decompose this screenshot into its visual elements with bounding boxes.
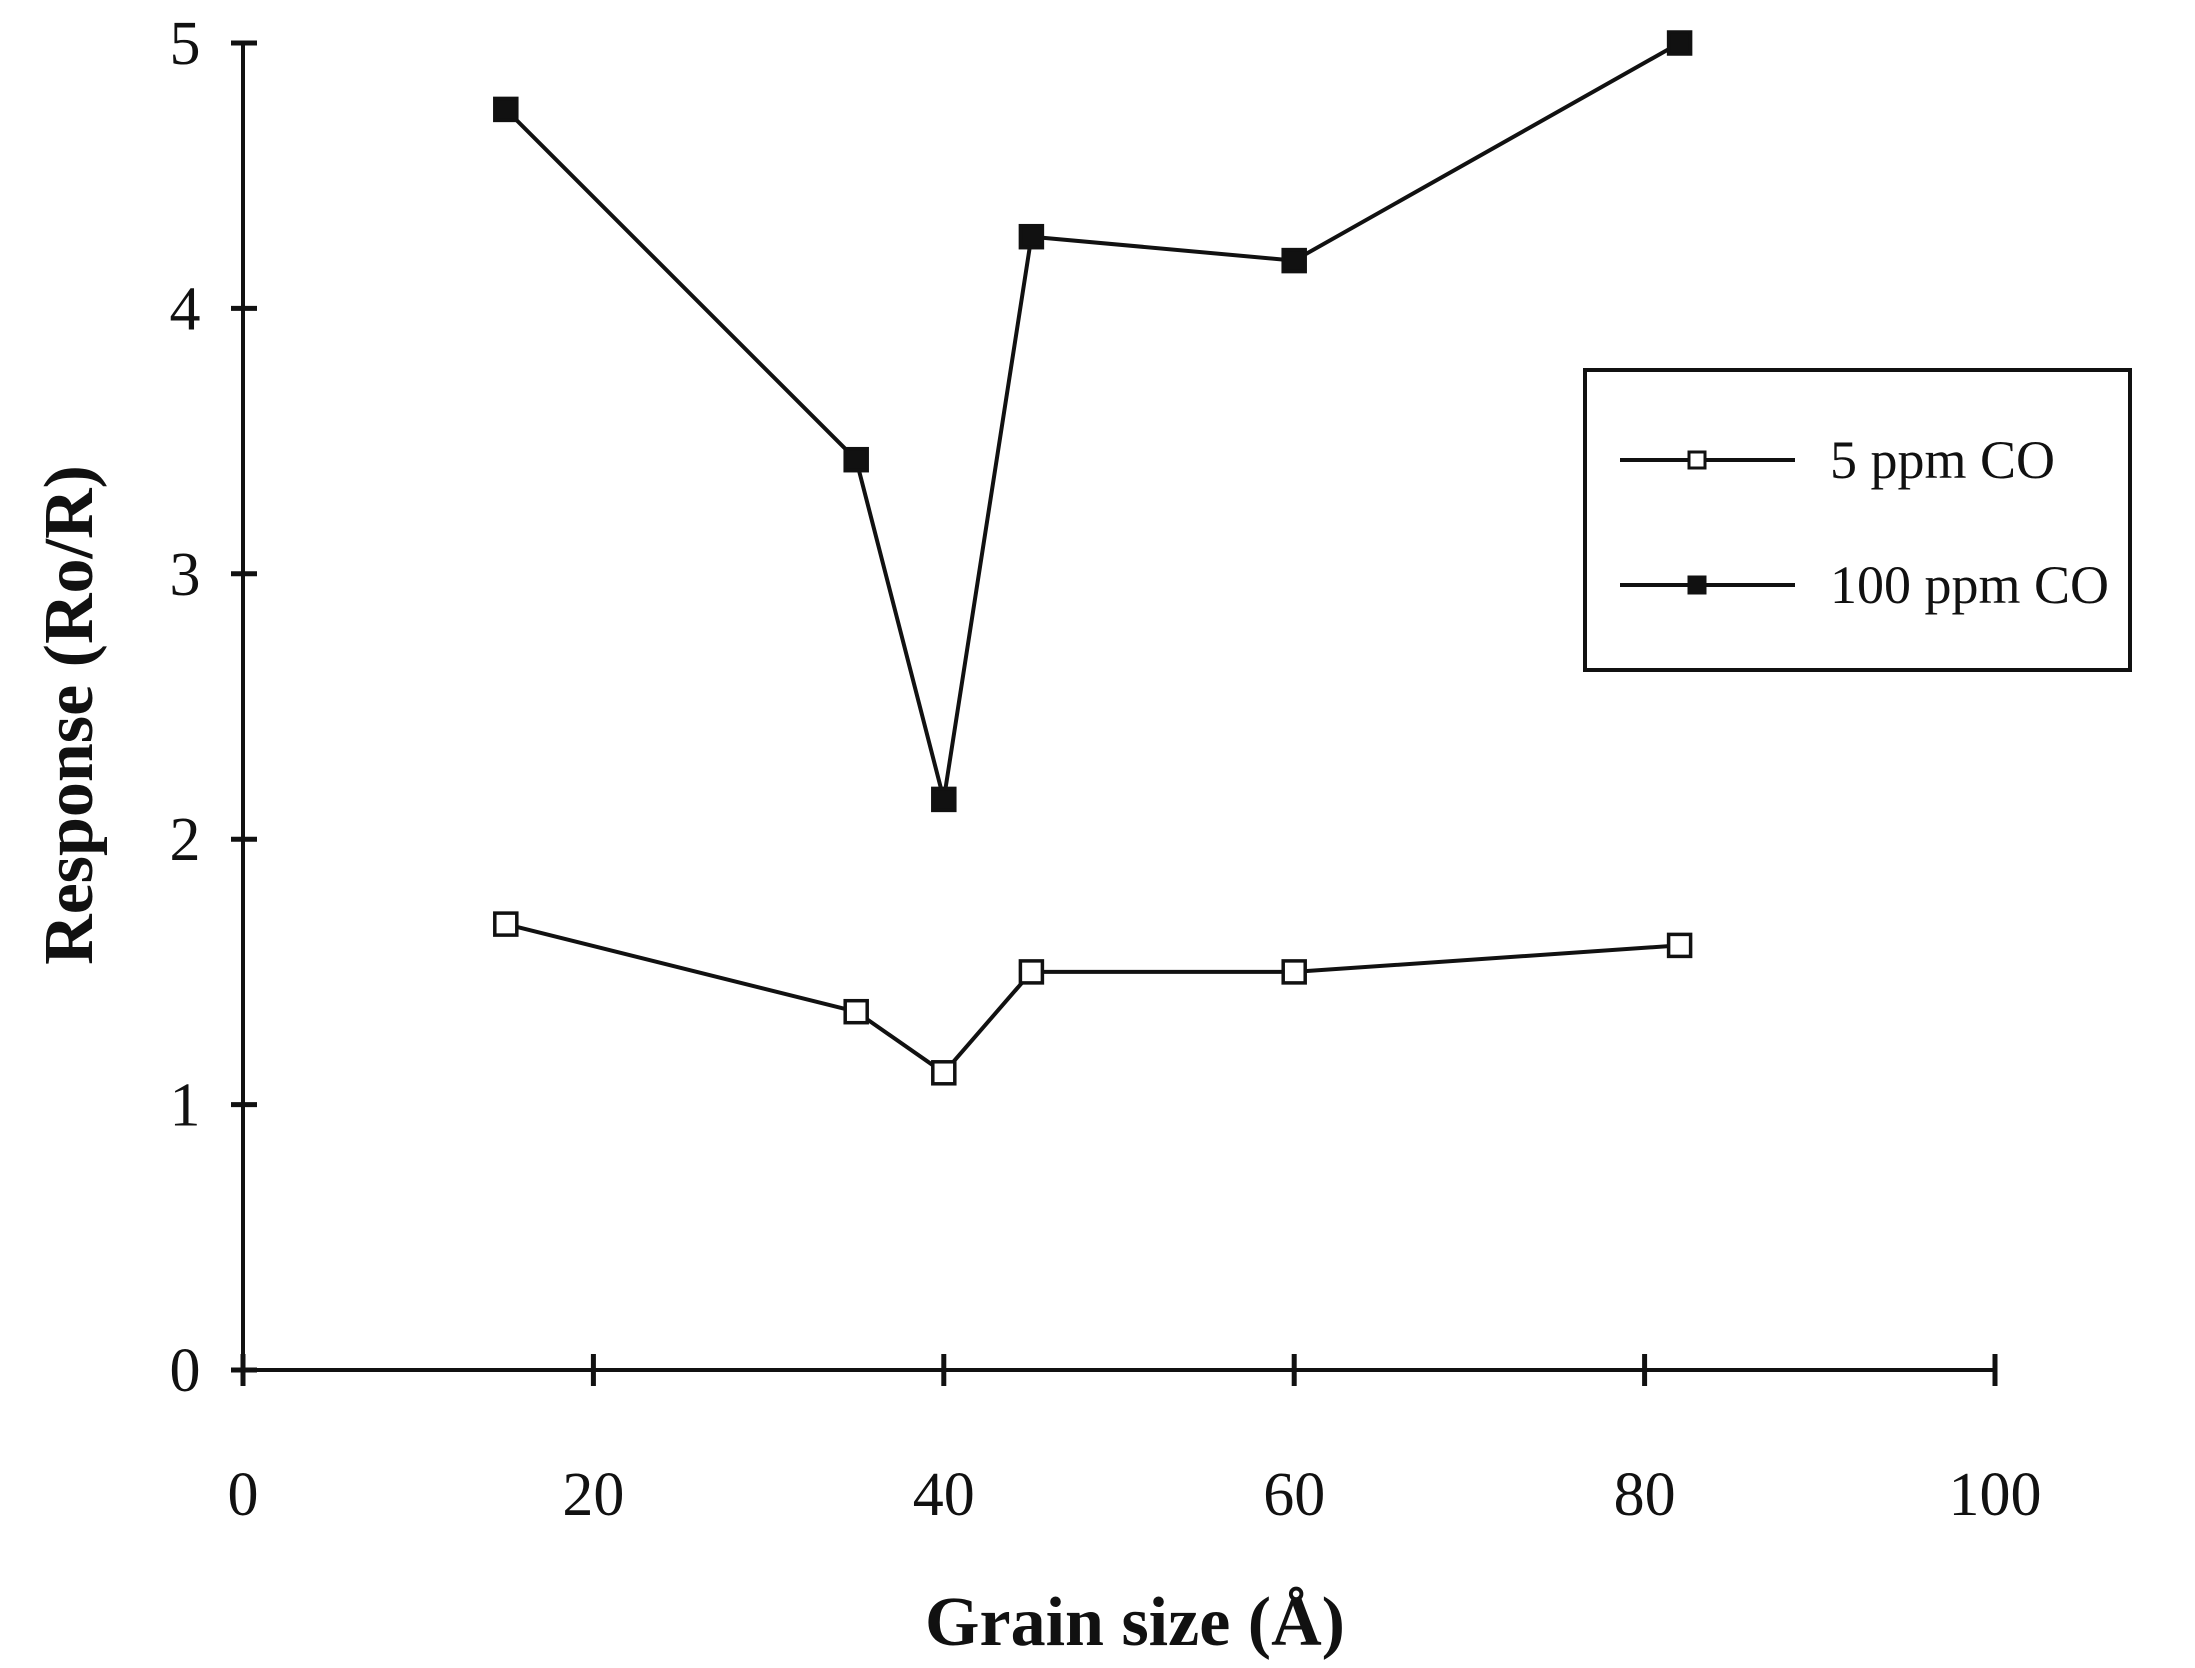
x-tick-label: 100 [1949, 1461, 2042, 1529]
data-point [493, 911, 519, 937]
x-tick-label: 80 [1614, 1461, 1676, 1529]
series-line [504, 41, 1681, 802]
data-point [1666, 932, 1693, 959]
legend-marker [1687, 450, 1707, 470]
x-tick-label: 40 [913, 1461, 975, 1529]
data-point [1281, 247, 1307, 274]
legend-label: 100 ppm CO [1830, 555, 2109, 615]
x-axis-title: Grain size (Å) [925, 1584, 1345, 1661]
y-tick-label: 3 [170, 541, 201, 609]
series-line [505, 922, 1680, 1075]
data-point [843, 446, 869, 473]
x-tick-label: 20 [562, 1461, 624, 1529]
legend-marker [1687, 575, 1707, 595]
data-point [931, 786, 957, 813]
data-point [493, 96, 519, 123]
y-tick-label: 0 [170, 1337, 201, 1405]
y-axis-title: Response (Ro/R) [31, 465, 108, 965]
data-point [1281, 959, 1307, 985]
data-point [931, 1060, 957, 1086]
data-point [1018, 223, 1045, 250]
x-tick-label: 60 [1263, 1461, 1325, 1529]
data-point [1018, 959, 1045, 985]
y-tick-label: 2 [170, 806, 201, 874]
legend-box [1583, 368, 2132, 672]
legend-label: 5 ppm CO [1830, 430, 2055, 490]
series-2 [493, 30, 1693, 813]
axes: 0 20 40 60 80 100 0 1 2 3 4 5 [170, 10, 2042, 1529]
data-point [1666, 30, 1693, 56]
y-tick-label: 1 [170, 1072, 201, 1140]
x-tick-label: 0 [228, 1461, 259, 1529]
series-1 [493, 911, 1693, 1086]
legend: 5 ppm CO 100 ppm CO [1583, 368, 2132, 672]
y-tick-label: 5 [170, 10, 201, 78]
series-layer [493, 30, 1693, 1086]
data-point [843, 998, 869, 1025]
y-tick-label: 4 [170, 275, 201, 343]
